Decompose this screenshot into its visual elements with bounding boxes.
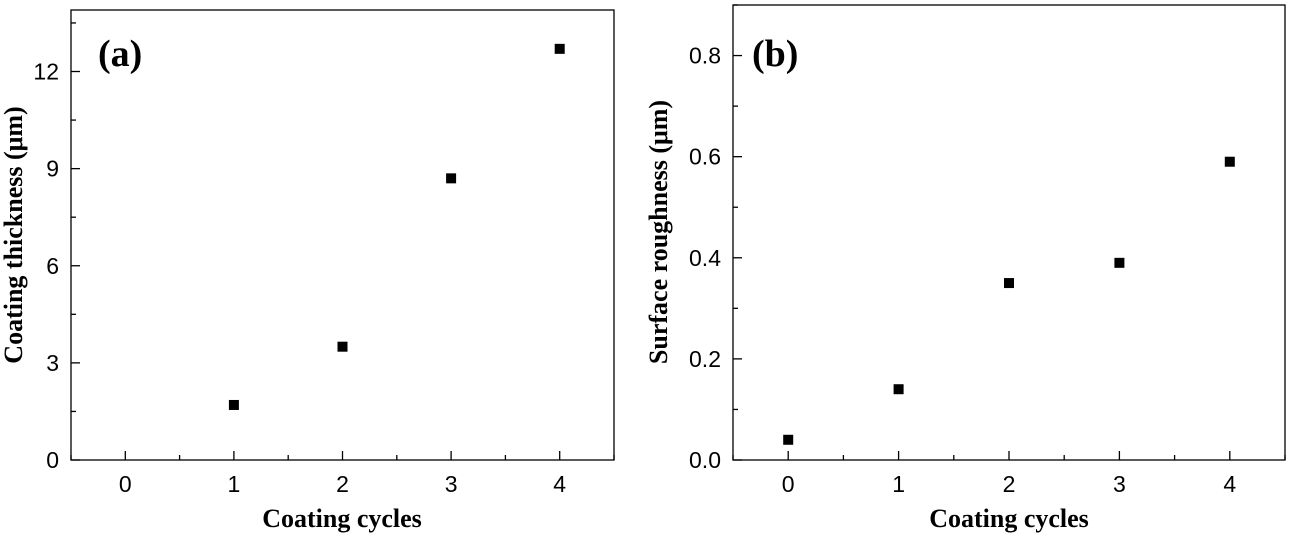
panel-b-points (783, 156, 1235, 445)
panel-b-x-tick-label: 3 (1113, 471, 1126, 497)
panel-a-data-point (554, 43, 565, 54)
panel-b-data-point (1004, 278, 1014, 289)
panel-b-y-axis-title: Surface roughness (μm) (644, 100, 673, 364)
panel-a-data-point (228, 399, 239, 410)
panel-b-x-tick-label: 4 (1223, 471, 1236, 497)
panel-a-y-tick-label: 6 (46, 253, 59, 279)
panel-a-label: (a) (98, 33, 142, 75)
panel-b-ticks: 0 1 2 3 4 0.0 0.2 0.4 0.6 0.8 (689, 4, 1286, 497)
panel-a-x-axis-title: Coating cycles (262, 504, 422, 533)
panel-a-y-tick-label: 0 (46, 447, 59, 473)
panel-a-y-tick-label: 9 (46, 156, 59, 182)
panel-a-x-tick-label: 1 (228, 471, 241, 497)
panel-b-y-tick-label: 0.0 (689, 447, 721, 473)
panel-b-x-tick-label: 2 (1003, 471, 1016, 497)
panel-b-x-tick-label: 1 (892, 471, 905, 497)
panel-b-label: (b) (752, 33, 798, 75)
panel-b-x-axis-title: Coating cycles (929, 504, 1089, 533)
panel-a-x-tick-label: 3 (445, 471, 458, 497)
panel-b-y-tick-label: 0.2 (689, 346, 721, 372)
panel-b: 0 1 2 3 40.00.20.40.60.8 (b) Coating cycles … (644, 4, 1286, 533)
panel-a-x-tick-label: 0 (119, 471, 132, 497)
panel-b-y-tick-label: 0.6 (689, 144, 721, 170)
panel-a-points (228, 43, 565, 410)
panel-a-y-tick-label: 12 (33, 59, 59, 85)
panel-a-data-point (337, 341, 348, 352)
panel-a-y-tick-label: 3 (46, 350, 59, 376)
panel-b-frame (732, 4, 1286, 461)
panel-a-x-tick-label: 2 (336, 471, 349, 497)
panel-b-data-point (1224, 156, 1235, 167)
panel-b-x-tick-label: 0 (782, 471, 795, 497)
panel-b-data-point (1114, 257, 1125, 268)
panel-a-x-tick-label: 4 (553, 471, 566, 497)
panel-b-data-point (893, 384, 904, 395)
panel-a-y-axis-title: Coating thickness (μm) (0, 106, 28, 363)
panel-b-data-point (783, 434, 794, 445)
panel-b-y-tick-label: 0.4 (689, 245, 721, 271)
panel-a-data-point (446, 173, 457, 184)
panel-a-frame (70, 9, 615, 461)
panel-b-y-tick-label: 0.8 (689, 43, 721, 69)
